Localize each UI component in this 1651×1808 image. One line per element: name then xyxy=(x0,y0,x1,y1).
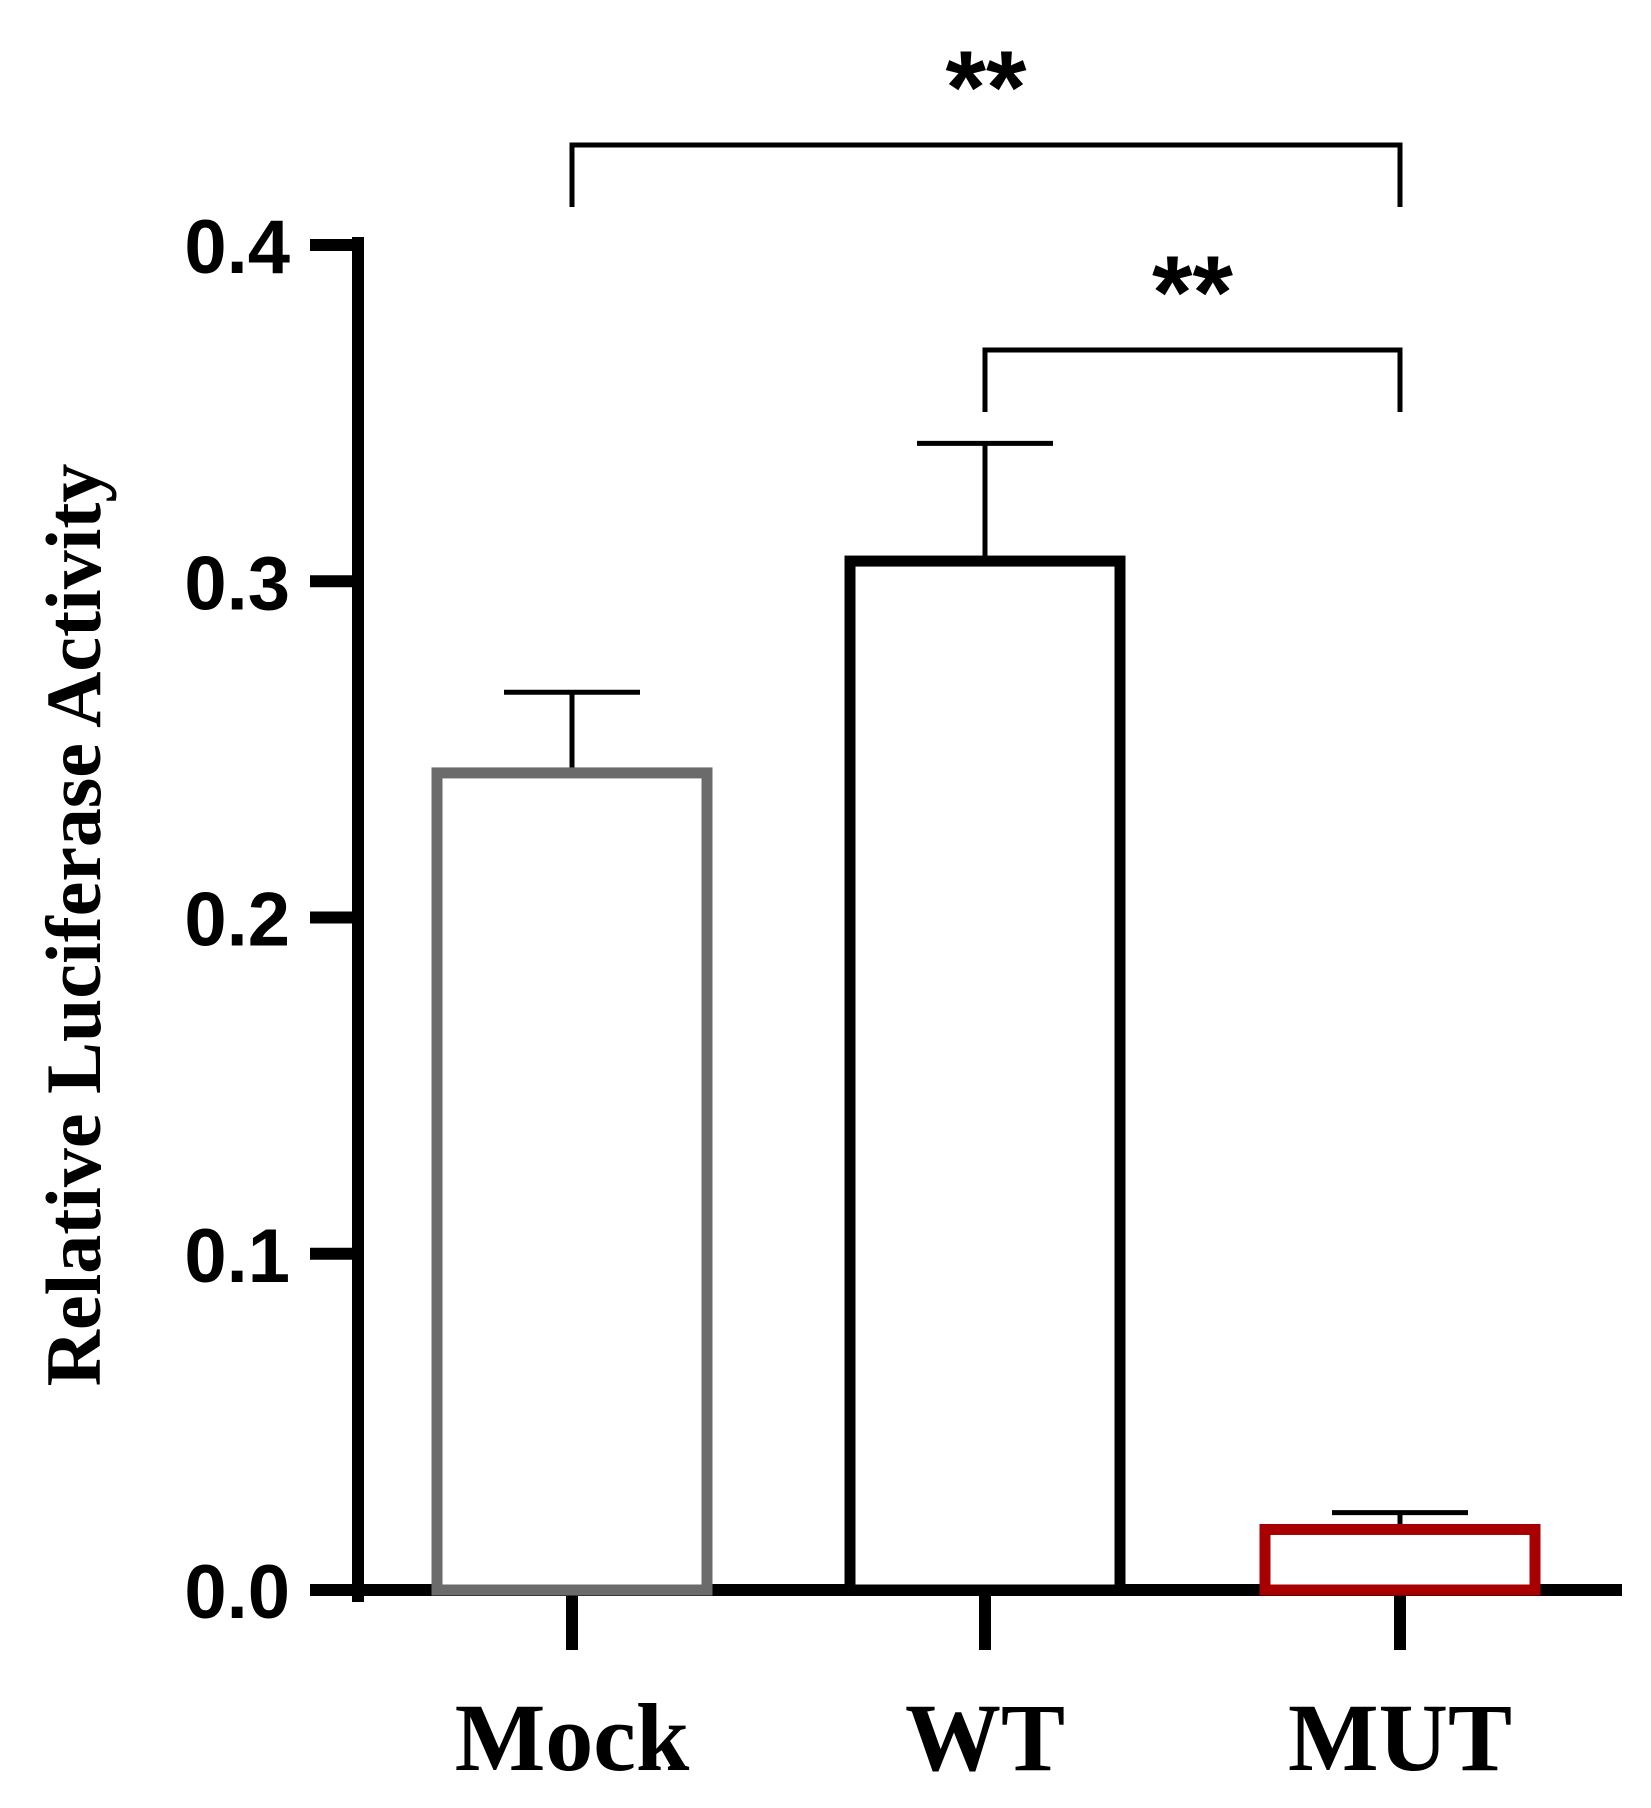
x-tick-label: WT xyxy=(905,1684,1065,1791)
significance-label: ** xyxy=(946,30,1027,146)
y-axis-label: Relative Luciferase Activity xyxy=(30,464,117,1387)
x-tick-label: Mock xyxy=(455,1684,690,1791)
significance-bracket xyxy=(569,142,1403,207)
bar-mock xyxy=(431,767,713,1596)
bar-mut xyxy=(1259,1523,1541,1596)
y-tick-label: 0.4 xyxy=(184,205,290,290)
y-tick-label: 0.3 xyxy=(184,541,290,626)
x-tick-label: MUT xyxy=(1288,1684,1512,1791)
bars xyxy=(431,440,1541,1596)
y-tick-label: 0.1 xyxy=(184,1214,290,1299)
significance-bracket xyxy=(982,347,1403,412)
significance-brackets: ** ** xyxy=(569,30,1403,412)
bar-wt xyxy=(844,555,1126,1596)
significance-label: ** xyxy=(1152,235,1233,351)
y-tick-label: 0.2 xyxy=(184,878,290,963)
y-tick-label: 0.0 xyxy=(184,1550,290,1635)
axis-labels: 0.0 0.1 0.2 0.3 0.4 Mock WT MUT xyxy=(184,205,1512,1791)
